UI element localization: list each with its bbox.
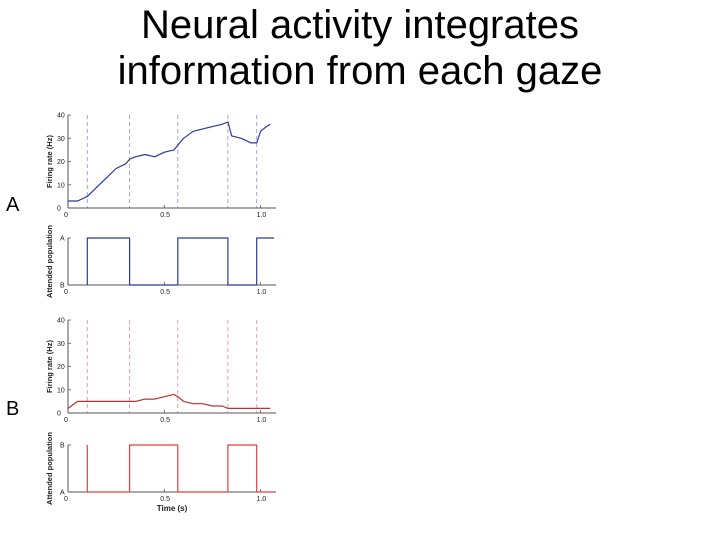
A-rate-y-axis-label: Firing rate (Hz)	[45, 135, 54, 188]
A-pop-y-tick-label: B	[60, 283, 65, 290]
B-rate-x-tick-label: 0	[64, 417, 68, 424]
B-rate-x-tick-label: 1.0	[257, 417, 267, 424]
A-pop-y-tick-label: A	[60, 236, 65, 243]
A-pop-y-axis-label: Attended population	[45, 225, 54, 298]
B-pop-y-tick-label: B	[60, 443, 65, 450]
B-pop-y-tick-label: A	[60, 490, 65, 497]
A-rate-x-tick-label: 0	[64, 212, 68, 219]
slide-title: Neural activity integrates information f…	[0, 2, 720, 94]
A-pop-x-tick-label: 0.5	[160, 289, 170, 296]
panel-label-b: B	[6, 398, 20, 420]
B-rate-series-line	[67, 393, 271, 409]
panel-label-a: A	[6, 194, 20, 216]
B-rate-y-tick-label: 20	[57, 364, 65, 371]
A-rate-x-tick-label: 0.5	[160, 212, 170, 219]
B-pop-series-line	[86, 444, 275, 493]
B-pop-x-tick-label: 1.0	[257, 496, 267, 503]
A-rate-y-tick-label: 20	[57, 159, 65, 166]
B-pop-x-tick-label: 0.5	[160, 496, 170, 503]
A-pop-series-line	[86, 237, 275, 286]
B-rate-y-tick-label: 40	[57, 318, 65, 325]
A-rate-y-tick-label: 0	[57, 206, 61, 213]
B-rate-y-axis-label: Firing rate (Hz)	[45, 340, 54, 393]
B-pop-y-axis-label: Attended population	[45, 432, 54, 505]
title-line-2: information from each gaze	[117, 49, 603, 93]
B-pop-x-tick-label: 0	[64, 496, 68, 503]
A-pop-x-tick-label: 0	[64, 289, 68, 296]
B-rate-y-tick-label: 10	[57, 387, 65, 394]
A-rate-y-tick-label: 10	[57, 182, 65, 189]
B-rate-y-tick-label: 30	[57, 341, 65, 348]
A-rate-x-tick-label: 1.0	[257, 212, 267, 219]
A-rate-y-tick-label: 40	[57, 113, 65, 120]
B-rate-y-tick-label: 0	[57, 411, 61, 418]
B-pop-x-axis-label: Time (s)	[157, 504, 188, 513]
A-rate-series-line	[68, 121, 271, 202]
title-line-1: Neural activity integrates	[141, 3, 579, 47]
A-pop-x-tick-label: 1.0	[257, 289, 267, 296]
A-rate-y-tick-label: 30	[57, 136, 65, 143]
B-rate-x-tick-label: 0.5	[160, 417, 170, 424]
